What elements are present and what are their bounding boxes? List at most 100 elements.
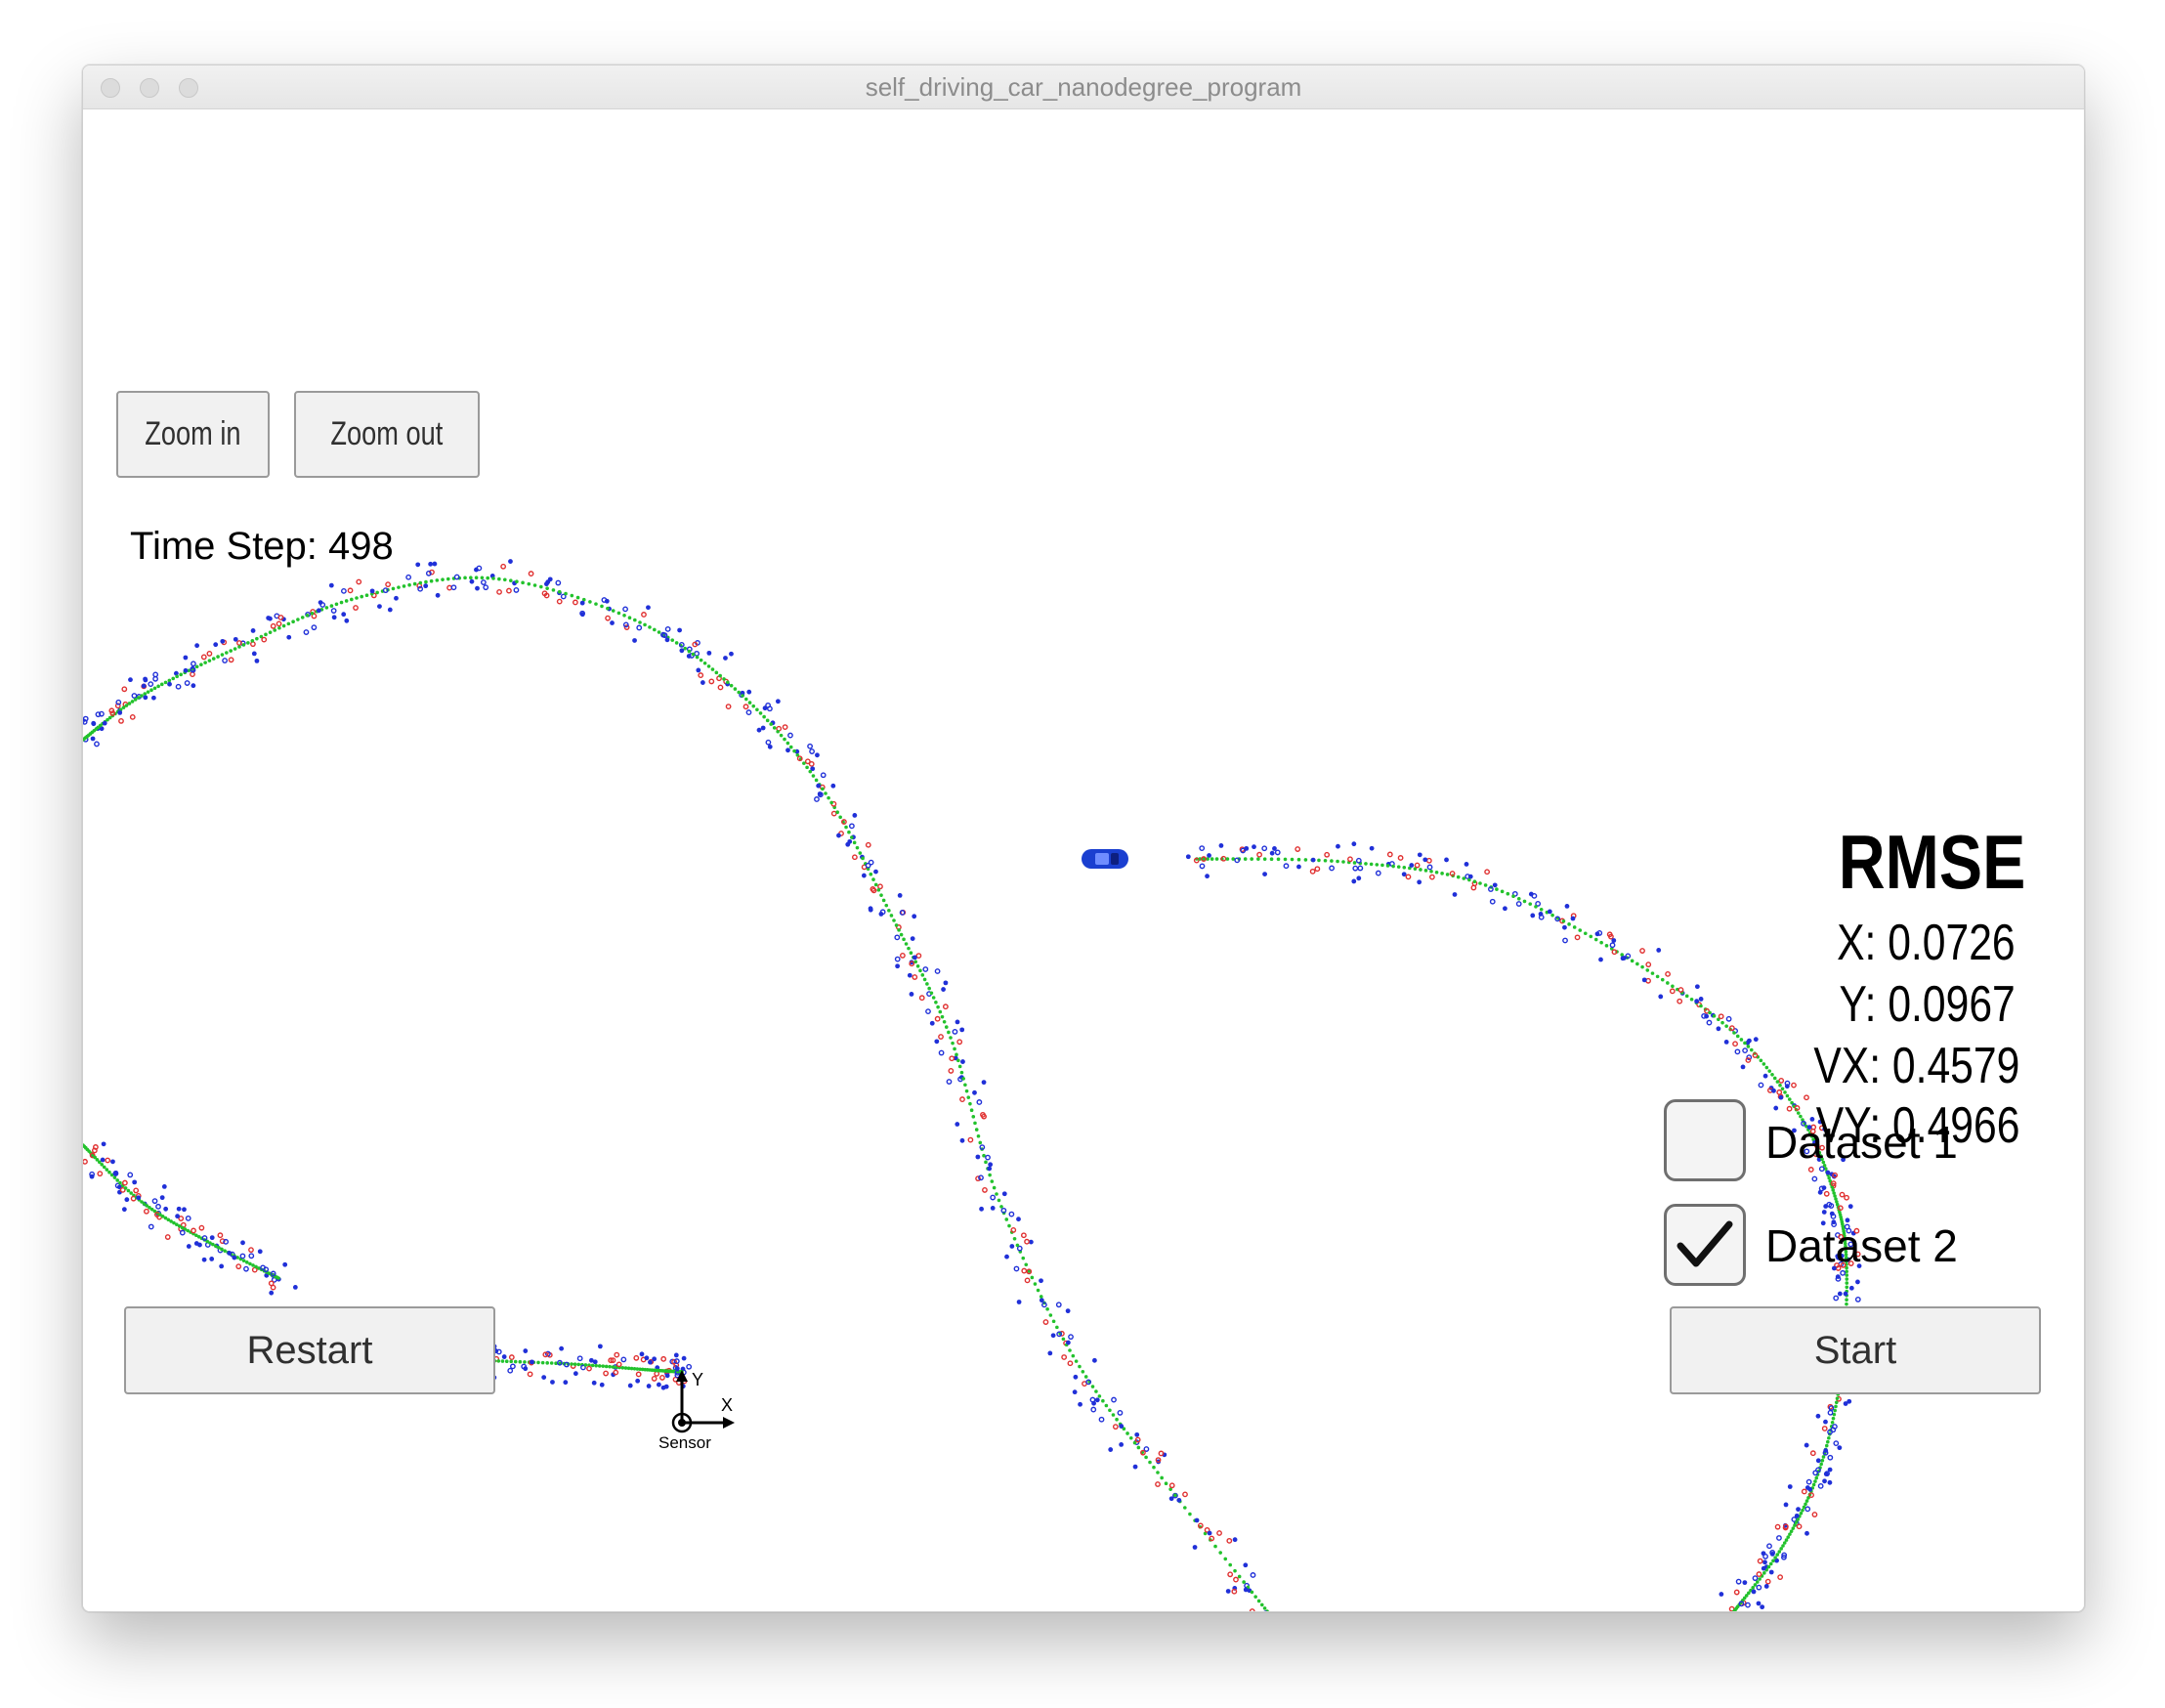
ground-truth-point (350, 597, 354, 602)
radar-marker (907, 972, 913, 978)
ground-truth-point (968, 1101, 972, 1106)
ground-truth-point (1801, 1118, 1804, 1122)
ground-truth-point (175, 674, 179, 679)
ground-truth-point (1650, 971, 1655, 975)
measurement-marker (603, 1370, 609, 1377)
measurement-marker (1801, 1488, 1807, 1495)
measurement-marker (190, 666, 196, 673)
ground-truth-point (635, 1367, 640, 1371)
measurement-marker (1155, 1457, 1162, 1463)
radar-marker (435, 592, 441, 598)
measurement-marker (1000, 1207, 1007, 1214)
zoom-out-label: Zoom out (330, 415, 444, 452)
ground-truth-point (949, 1036, 953, 1040)
ground-truth-point (149, 1207, 154, 1212)
zoom-out-button[interactable]: Zoom out (294, 391, 480, 478)
ground-truth-point (779, 733, 784, 738)
ground-truth-point (1445, 873, 1450, 876)
ground-truth-point (597, 1364, 602, 1368)
measurement-marker (114, 703, 121, 709)
measurement-marker (1233, 1576, 1239, 1583)
radar-marker (1047, 1350, 1053, 1356)
ground-truth-point (850, 835, 854, 839)
measurement-marker (622, 621, 629, 628)
ground-truth-point (360, 594, 364, 599)
ground-truth-point (515, 579, 519, 584)
dataset-2-checkbox[interactable] (1664, 1204, 1746, 1286)
ground-truth-point (500, 1359, 505, 1363)
measurement-marker (1819, 1144, 1825, 1151)
radar-marker (1168, 1496, 1174, 1502)
ground-truth-point (955, 1052, 958, 1057)
ground-truth-point (802, 761, 806, 765)
ground-truth-point (629, 1366, 634, 1371)
ground-truth-point (611, 609, 616, 613)
radar-marker (1837, 1291, 1843, 1297)
ground-truth-point (600, 604, 604, 609)
measurement-marker (925, 1008, 931, 1015)
ground-truth-point (1620, 953, 1625, 957)
ground-truth-point (133, 698, 138, 702)
ground-truth-point (241, 643, 246, 647)
measurement-marker (765, 702, 772, 708)
measurement-marker (1020, 1232, 1027, 1239)
measurement-marker (1742, 1047, 1748, 1054)
measurement-marker (1024, 1277, 1031, 1284)
measurement-marker (1090, 1406, 1097, 1413)
radar-marker (816, 783, 822, 789)
ground-truth-point (158, 1213, 162, 1217)
start-button[interactable]: Start (1670, 1306, 2041, 1394)
ground-truth-point (957, 1064, 962, 1069)
measurement-marker (453, 574, 460, 580)
radar-marker (1401, 872, 1407, 877)
minimize-window-button[interactable] (140, 78, 159, 98)
ground-truth-point (1747, 1591, 1751, 1596)
restart-button[interactable]: Restart (124, 1306, 495, 1394)
zoom-in-button[interactable]: Zoom in (116, 391, 270, 478)
measurement-marker (1347, 856, 1353, 863)
ground-truth-point (1844, 1250, 1848, 1254)
ground-truth-point (940, 1014, 945, 1019)
radar-marker (100, 1157, 106, 1163)
ground-truth-point (167, 678, 172, 683)
ground-truth-point (1845, 1298, 1848, 1302)
radar-marker (1756, 1601, 1762, 1606)
ground-truth-point (1164, 1481, 1168, 1486)
maximize-window-button[interactable] (179, 78, 198, 98)
ground-truth-point (1822, 1163, 1827, 1168)
radar-marker (176, 1206, 182, 1212)
ground-truth-point (824, 791, 828, 795)
dataset-1-checkbox[interactable] (1664, 1099, 1746, 1181)
ground-truth-point (1074, 1359, 1079, 1363)
close-window-button[interactable] (101, 78, 120, 98)
measurement-marker (544, 1350, 551, 1357)
ground-truth-point (1036, 1288, 1040, 1293)
ground-truth-point (123, 1186, 128, 1190)
radar-marker (1262, 872, 1267, 877)
ground-truth-point (1699, 1003, 1703, 1008)
ground-truth-point (146, 690, 150, 694)
radar-marker (674, 1366, 680, 1372)
ground-truth-point (220, 653, 225, 657)
measurement-marker (276, 620, 282, 627)
ground-truth-point (1811, 1482, 1816, 1487)
ground-truth-point (391, 586, 396, 591)
ground-truth-point (152, 686, 157, 691)
ground-truth-point (1262, 857, 1267, 861)
ground-truth-point (255, 636, 259, 641)
ground-truth-point (1758, 1577, 1762, 1581)
radar-marker (1792, 1128, 1797, 1133)
measurement-marker (1639, 948, 1645, 954)
measurement-marker (1801, 1120, 1806, 1127)
ground-truth-point (1198, 857, 1203, 861)
ground-truth-point (657, 630, 661, 634)
measurement-marker (1068, 1334, 1074, 1341)
measurement-marker (870, 887, 877, 894)
measurement-marker (865, 841, 871, 848)
ground-truth-point (1826, 1439, 1830, 1444)
radar-marker (1009, 1244, 1015, 1249)
measurement-marker (1804, 1148, 1810, 1155)
rmse-vy-value: VY: 0.4966 (1815, 1097, 2019, 1154)
measurement-marker (1752, 1052, 1759, 1058)
radar-marker (1004, 1254, 1009, 1260)
